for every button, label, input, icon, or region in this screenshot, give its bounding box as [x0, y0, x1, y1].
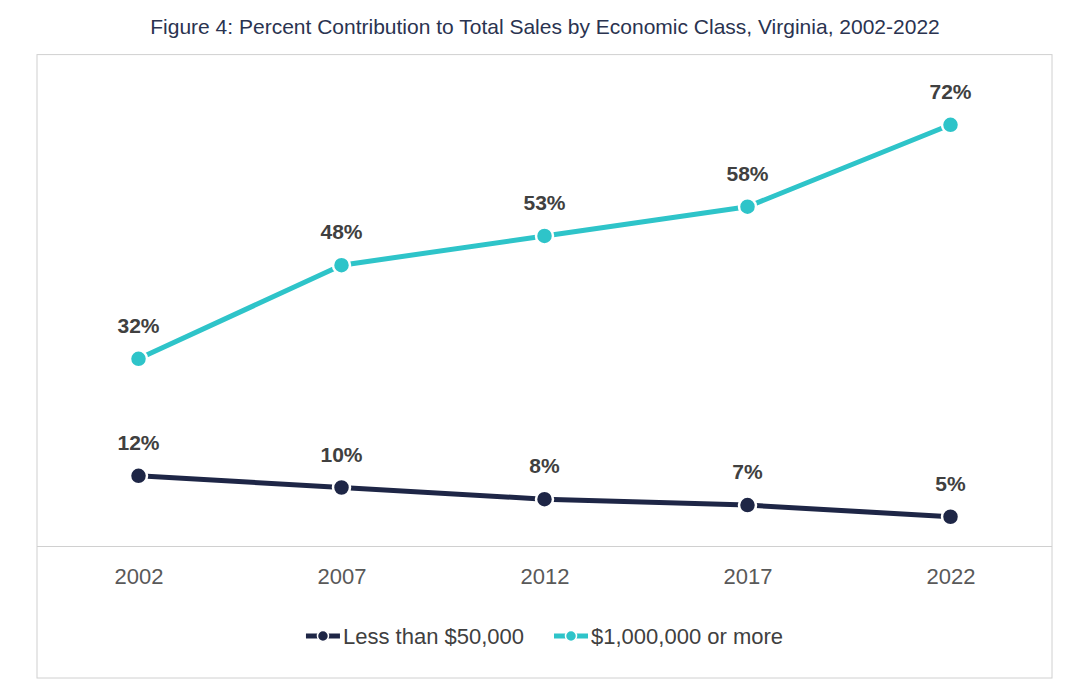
- series-marker: [130, 350, 147, 367]
- x-tick-label: 2017: [724, 564, 773, 589]
- legend-label: $1,000,000 or more: [591, 624, 783, 649]
- x-tick-label: 2012: [521, 564, 570, 589]
- x-axis: 2002 2007 2012 2017 2022: [37, 546, 1052, 589]
- x-tick: 2012: [521, 546, 570, 589]
- data-label: 5%: [935, 472, 966, 495]
- series-marker: [130, 467, 147, 484]
- plot-frame: [37, 55, 1052, 678]
- series-marker: [739, 198, 756, 215]
- series-line: [139, 476, 951, 517]
- legend-item: Less than $50,000: [306, 624, 524, 649]
- x-axis-line: [37, 546, 1052, 547]
- x-tick: 2007: [318, 546, 367, 589]
- data-labels: 12% 10% 8% 7% 5% 32% 48% 53% 58% 72%: [117, 80, 971, 495]
- series-marker: [536, 491, 553, 508]
- x-tick: 2002: [115, 546, 164, 589]
- series-marker: [536, 227, 553, 244]
- data-label: 8%: [529, 454, 560, 477]
- series-marker: [739, 497, 756, 514]
- x-tick-label: 2002: [115, 564, 164, 589]
- chart: Figure 4: Percent Contribution to Total …: [0, 0, 1090, 694]
- legend-item: $1,000,000 or more: [554, 624, 783, 649]
- data-label: 53%: [523, 191, 565, 214]
- series-marker: [942, 116, 959, 133]
- series-marker: [942, 508, 959, 525]
- x-tick: 2017: [724, 546, 773, 589]
- x-tick: 2022: [927, 546, 976, 589]
- plot-area: [130, 116, 959, 525]
- legend-marker: [317, 631, 328, 642]
- data-label: 72%: [929, 80, 971, 103]
- x-tick-label: 2007: [318, 564, 367, 589]
- legend-marker: [566, 631, 577, 642]
- data-label: 32%: [117, 314, 159, 337]
- data-label: 7%: [732, 460, 763, 483]
- title: Figure 4: Percent Contribution to Total …: [150, 15, 940, 38]
- series-marker: [333, 257, 350, 274]
- x-tick-label: 2022: [927, 564, 976, 589]
- data-label: 48%: [320, 220, 362, 243]
- data-label: 58%: [726, 162, 768, 185]
- data-label: 12%: [117, 431, 159, 454]
- series-line: [139, 125, 951, 359]
- legend: Less than $50,000 $1,000,000 or more: [306, 624, 783, 649]
- data-label: 10%: [320, 443, 362, 466]
- legend-label: Less than $50,000: [343, 624, 524, 649]
- series-marker: [333, 479, 350, 496]
